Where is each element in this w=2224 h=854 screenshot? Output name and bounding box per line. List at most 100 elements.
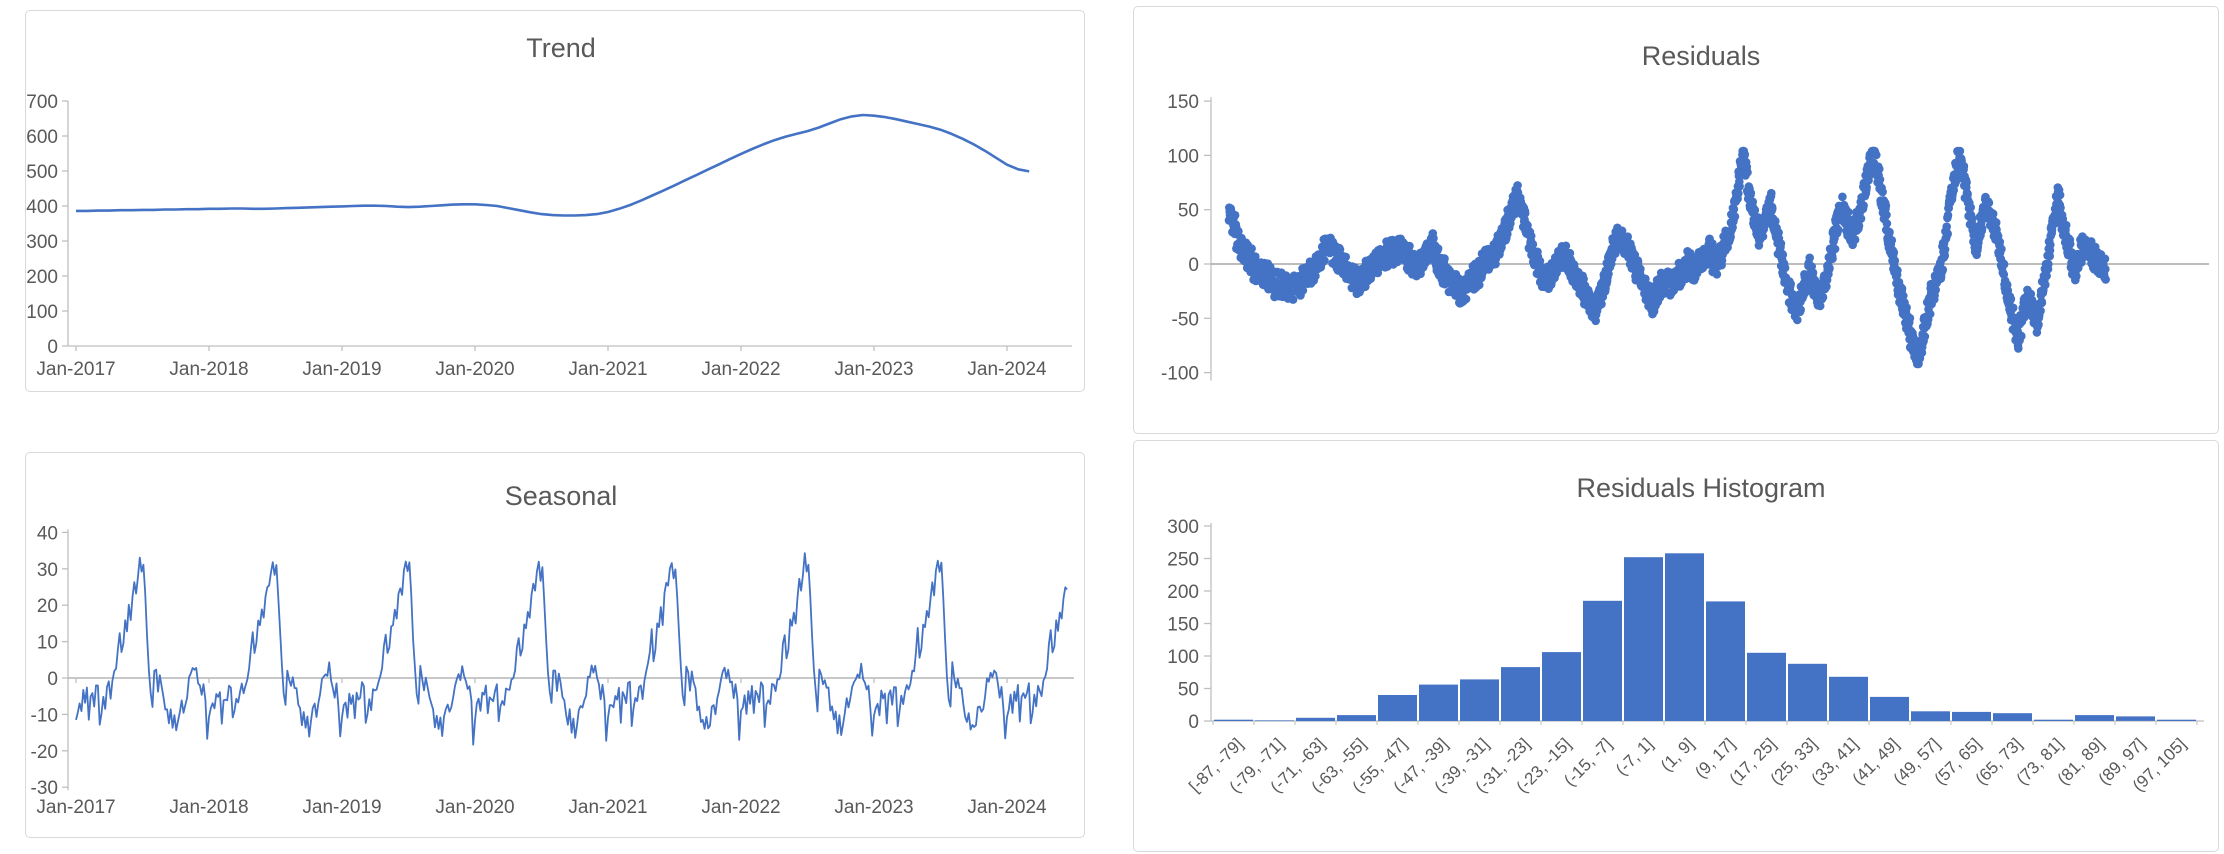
residual-point: [1617, 226, 1627, 236]
residual-point: [2061, 220, 2071, 230]
y-tick-label: -20: [31, 742, 58, 763]
residual-point: [2101, 275, 2110, 284]
x-tick-label: Jan-2020: [435, 797, 514, 818]
y-tick-label: 0: [1188, 255, 1199, 276]
y-tick-label: 250: [1167, 550, 1199, 571]
residual-point: [1341, 252, 1350, 262]
residual-point: [1942, 222, 1951, 231]
residual-point: [2036, 306, 2045, 316]
residual-point: [1771, 216, 1780, 226]
histogram-bar: [1788, 663, 1827, 721]
residual-point: [2014, 344, 2023, 353]
y-tick-label: 0: [47, 337, 58, 358]
histogram-bar: [1542, 652, 1581, 721]
x-tick-label: Jan-2022: [701, 359, 780, 380]
residual-point: [1247, 244, 1256, 253]
residuals-histogram-title: Residuals Histogram: [1576, 473, 1826, 503]
y-tick-label: 10: [37, 633, 58, 654]
residual-point: [1967, 214, 1977, 223]
residual-point: [1805, 253, 1814, 263]
residual-point: [1230, 210, 1240, 220]
residual-point: [2008, 303, 2018, 313]
y-tick-label: 100: [1167, 146, 1199, 167]
residual-point: [1940, 245, 1950, 254]
residual-point: [1298, 286, 1308, 295]
y-tick-label: 400: [26, 197, 58, 218]
residual-point: [1735, 182, 1744, 191]
residual-point: [1251, 252, 1260, 261]
residuals-chart[interactable]: Residuals 150 100 50 0 -50 -100: [1133, 6, 2219, 434]
trend-line-series: [76, 113, 1030, 217]
x-tick-label: Jan-2019: [302, 359, 381, 380]
residual-point: [1288, 295, 1298, 304]
y-tick-label: -100: [1161, 364, 1199, 385]
residual-point: [2055, 190, 2065, 200]
x-tick-label: Jan-2017: [36, 797, 115, 818]
residual-point: [1859, 201, 1868, 210]
x-tick-label: Jan-2018: [169, 797, 248, 818]
residual-point: [1830, 244, 1840, 254]
trend-chart[interactable]: Trend 700 600 500 400 300 200 100 0 Jan-2017 Jan-…: [25, 10, 1085, 392]
residual-point: [2065, 239, 2075, 249]
residual-point: [1320, 256, 1329, 265]
residual-point: [1920, 332, 1930, 341]
residual-point: [1862, 183, 1871, 192]
histogram-bar: [1337, 715, 1376, 721]
residual-point: [1890, 256, 1900, 265]
residual-point: [1984, 198, 1994, 208]
residual-point: [1966, 203, 1975, 212]
histogram-bar: [2075, 715, 2114, 721]
residual-point: [1461, 294, 1471, 304]
residual-point: [1818, 292, 1828, 302]
residual-point: [1528, 240, 1538, 249]
residual-point: [1793, 315, 1802, 325]
residual-point: [1977, 224, 1987, 233]
residual-point: [2017, 331, 2026, 341]
residual-point: [2037, 298, 2047, 308]
residual-point: [2034, 320, 2043, 329]
residual-point: [1579, 274, 1588, 284]
residual-point: [1881, 201, 1891, 211]
residual-point: [2072, 271, 2081, 281]
residual-point: [1943, 229, 1952, 239]
residuals-chart-title: Residuals: [1641, 41, 1761, 71]
histogram-bar: [1624, 557, 1663, 721]
residual-point: [1767, 188, 1776, 198]
bin-label: (-7, 1]: [1612, 734, 1657, 779]
residual-point: [1988, 209, 1998, 219]
residual-point: [1510, 209, 1520, 219]
residual-point: [1768, 204, 1777, 213]
y-tick-label: 600: [26, 127, 58, 148]
residual-point: [1995, 237, 2005, 247]
seasonal-chart[interactable]: Seasonal 40 30 20 10 0 -10 -20 -30 Jan-2017 Jan-2…: [25, 452, 1085, 838]
residual-point: [1815, 301, 1825, 311]
histogram-bar: [1501, 667, 1540, 722]
y-tick-label: -10: [31, 705, 58, 726]
y-tick-label: 500: [26, 162, 58, 183]
residual-point: [1712, 270, 1722, 279]
x-tick-label: Jan-2024: [967, 797, 1047, 818]
residual-point: [1734, 189, 1743, 198]
x-tick-label: Jan-2021: [568, 359, 647, 380]
x-tick-label: Jan-2023: [834, 359, 913, 380]
residual-point: [1889, 248, 1899, 257]
residual-point: [2056, 203, 2065, 213]
residual-point: [1834, 225, 1843, 235]
residual-point: [1786, 279, 1795, 289]
residual-point: [1828, 254, 1837, 263]
residuals-histogram-chart[interactable]: Residuals Histogram 300 250 200 150 100 50 0 [-…: [1133, 440, 2219, 852]
residual-point: [1999, 260, 2009, 269]
x-tick-label: Jan-2019: [302, 797, 381, 818]
residual-point: [2100, 254, 2110, 264]
y-tick-label: -50: [1172, 309, 1199, 330]
residual-point: [2006, 294, 2016, 304]
residual-point: [1234, 227, 1243, 236]
residual-point: [2044, 259, 2053, 269]
histogram-bar: [2116, 716, 2155, 721]
residual-point: [1875, 175, 1885, 184]
histogram-bar: [1214, 719, 1253, 721]
x-tick-label: Jan-2021: [568, 797, 647, 818]
y-tick-label: 200: [26, 267, 58, 288]
residual-point: [1878, 187, 1887, 197]
